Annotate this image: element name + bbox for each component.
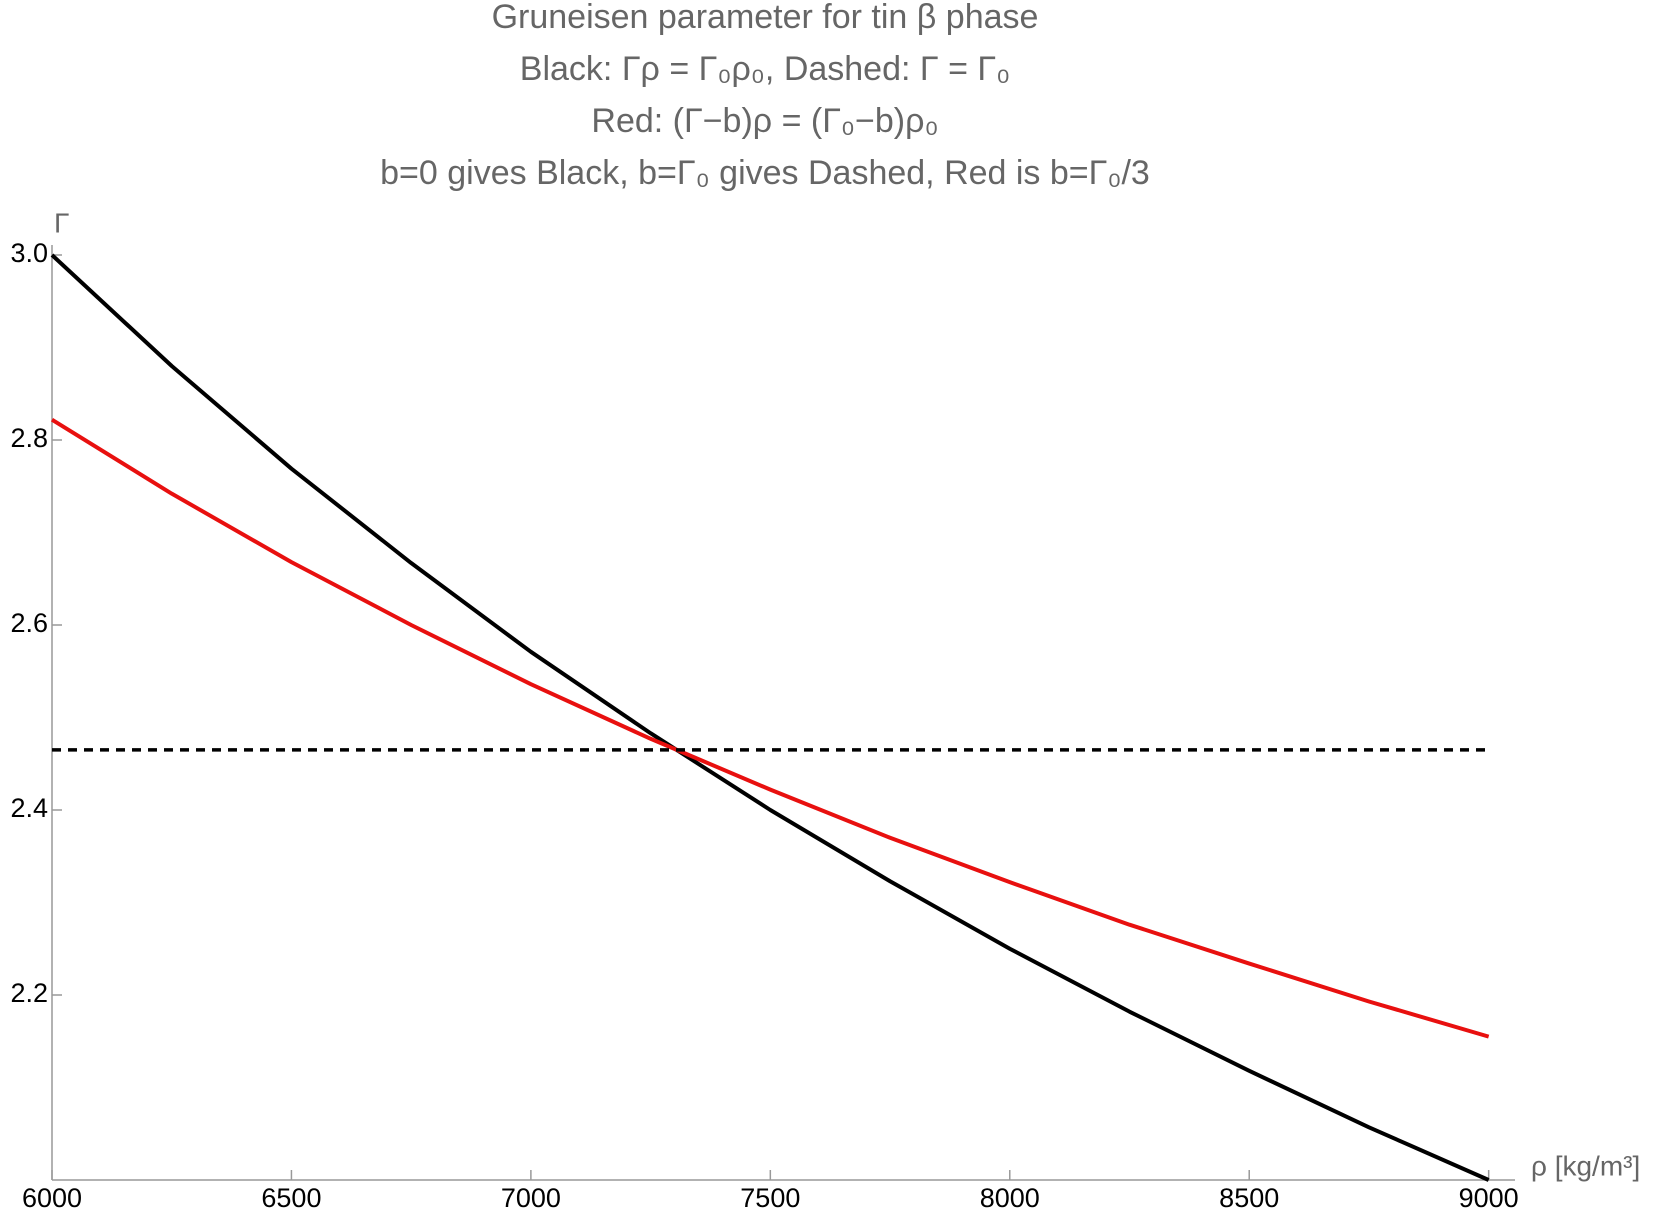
x-tick-label: 6000 (22, 1183, 82, 1213)
series-line (50, 253, 1490, 1182)
chart-title: b=0 gives Black, b=Γ₀ gives Dashed, Red … (380, 154, 1150, 192)
x-tick-label: 9000 (1459, 1183, 1519, 1213)
chart-title: Gruneisen parameter for tin β phase (492, 0, 1039, 36)
chart-title: Red: (Γ−b)ρ = (Γ₀−b)ρ₀ (591, 102, 938, 140)
y-tick-label: 2.6 (10, 608, 48, 638)
x-axis-label: ρ [kg/m³] (1531, 1150, 1640, 1181)
y-tick-label: 2.8 (10, 423, 48, 453)
y-tick-label: 3.0 (10, 238, 48, 268)
x-tick-label: 8500 (1219, 1183, 1279, 1213)
x-tick-label: 7500 (740, 1183, 800, 1213)
y-axis-label: Γ (54, 207, 69, 238)
y-tick-label: 2.4 (10, 793, 48, 823)
y-tick-label: 2.2 (10, 978, 48, 1008)
series-line (50, 417, 1490, 1039)
chart-title: Black: Γρ = Γ₀ρ₀, Dashed: Γ = Γ₀ (520, 50, 1010, 88)
x-tick-label: 8000 (980, 1183, 1040, 1213)
x-tick-label: 7000 (501, 1183, 561, 1213)
x-tick-label: 6500 (261, 1183, 321, 1213)
